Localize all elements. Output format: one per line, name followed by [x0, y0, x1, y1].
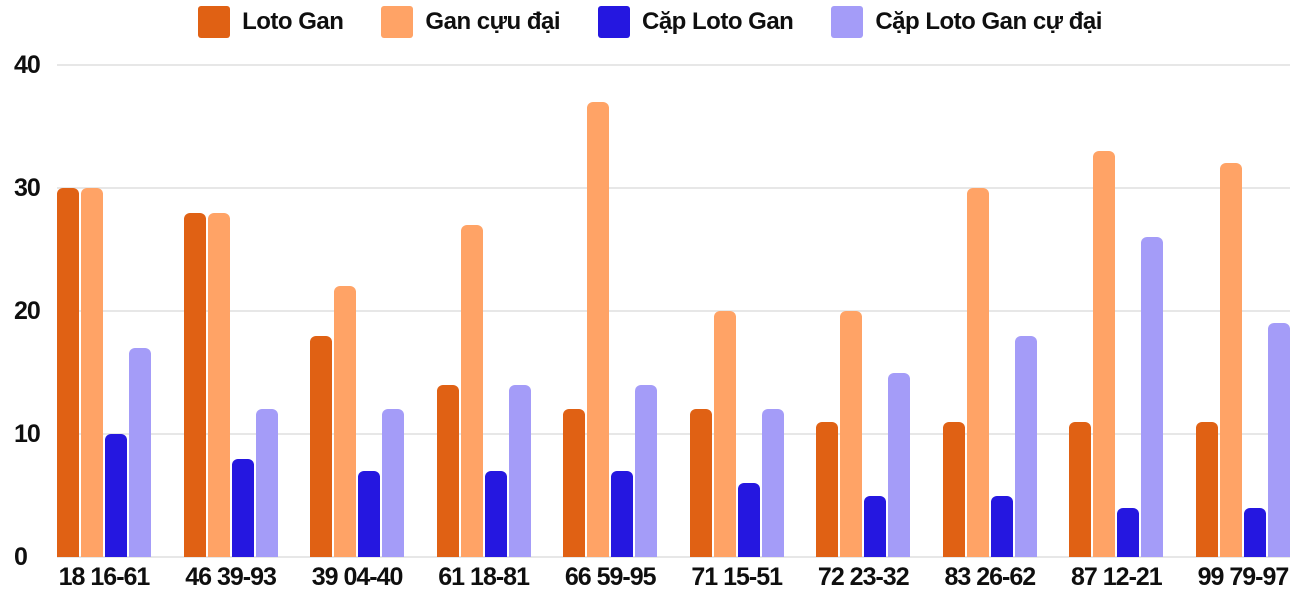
x-axis: 18 16-61 46 39-93 39 04-40 61 18-81 66 59-95…: [57, 561, 1290, 593]
bar-gan-cuu-ai: [713, 311, 736, 557]
bar-loto-gan: [816, 421, 839, 557]
bar-groups: [57, 65, 1290, 557]
bar-gan-cuu-ai: [840, 311, 863, 557]
bar-cap-loto-gan-cu-ai: [1014, 335, 1037, 557]
bar-cap-loto-gan: [484, 470, 507, 557]
legend-item-loto-gan[interactable]: Loto Gan: [198, 6, 344, 38]
bar-group: [310, 65, 405, 557]
bar-group: [183, 65, 278, 557]
bar-group: [436, 65, 531, 557]
bar-gan-cuu-ai: [966, 188, 989, 557]
x-axis-label: 87 12-21: [1071, 563, 1163, 591]
y-axis-label: 40: [14, 51, 41, 79]
legend-item-cap-loto-gan-cu-ai[interactable]: Cặp Loto Gan cự đại: [831, 6, 1102, 38]
x-axis-label: 46 39-93: [185, 563, 277, 591]
gridline: [57, 556, 1290, 558]
bar-gan-cuu-ai: [1219, 163, 1242, 557]
bar-cap-loto-gan-cu-ai: [635, 384, 658, 557]
gridline: [57, 433, 1290, 435]
bar-cap-loto-gan: [1243, 507, 1266, 557]
legend-swatch-icon: [831, 6, 864, 38]
bar-cap-loto-gan-cu-ai: [888, 372, 911, 557]
legend-item-gan-cuu-ai[interactable]: Gan cựu đại: [381, 6, 560, 38]
bar-loto-gan: [310, 335, 333, 557]
bar-gan-cuu-ai: [1093, 151, 1116, 557]
legend-label: Cặp Loto Gan: [642, 8, 794, 35]
y-axis-label: 30: [14, 174, 41, 202]
bar-cap-loto-gan: [737, 483, 760, 557]
legend: Loto Gan Gan cựu đại Cặp Loto Gan Cặp Loto …: [0, 6, 1300, 38]
bar-loto-gan: [1069, 421, 1092, 557]
gridline: [57, 310, 1290, 312]
bar-cap-loto-gan-cu-ai: [1141, 237, 1164, 557]
bar-loto-gan: [436, 384, 459, 557]
bar-group: [816, 65, 911, 557]
bar-cap-loto-gan-cu-ai: [508, 384, 531, 557]
bar-group: [1069, 65, 1164, 557]
legend-swatch-icon: [381, 6, 414, 38]
bar-loto-gan: [57, 188, 79, 557]
bar-gan-cuu-ai: [587, 101, 610, 557]
plot-area: [57, 64, 1290, 558]
bar-cap-loto-gan-cu-ai: [761, 409, 784, 557]
bar-group: [57, 65, 151, 557]
bar-cap-loto-gan: [611, 470, 634, 557]
x-axis-label: 72 23-32: [817, 563, 910, 591]
legend-item-cap-loto-gan[interactable]: Cặp Loto Gan: [598, 6, 794, 38]
bar-loto-gan: [1195, 421, 1218, 557]
bar-cap-loto-gan: [358, 470, 381, 557]
bar-gan-cuu-ai: [207, 212, 230, 557]
bar-group: [563, 65, 658, 557]
x-axis-label: 83 26-62: [944, 563, 1036, 591]
gridline: [57, 187, 1290, 189]
gridline: [57, 64, 1290, 66]
bar-cap-loto-gan: [1117, 507, 1140, 557]
bar-group: [689, 65, 784, 557]
bar-cap-loto-gan: [990, 495, 1013, 557]
x-axis-label: 99 79-97: [1197, 563, 1290, 591]
bar-group: [1195, 65, 1290, 557]
bar-cap-loto-gan: [231, 458, 254, 557]
bar-gan-cuu-ai: [460, 224, 483, 557]
legend-label: Gan cựu đại: [425, 8, 560, 35]
bar-gan-cuu-ai: [81, 188, 103, 557]
x-axis-label: 39 04-40: [311, 563, 404, 591]
bar-loto-gan: [689, 409, 712, 557]
bar-loto-gan: [942, 421, 965, 557]
bar-loto-gan: [183, 212, 206, 557]
y-axis-label: 10: [14, 420, 41, 448]
legend-label: Cặp Loto Gan cự đại: [875, 8, 1102, 35]
bar-loto-gan: [563, 409, 586, 557]
bar-cap-loto-gan-cu-ai: [1267, 323, 1290, 557]
bar-cap-loto-gan-cu-ai: [382, 409, 405, 557]
bar-cap-loto-gan-cu-ai: [255, 409, 278, 557]
bar-cap-loto-gan-cu-ai: [129, 347, 151, 557]
x-axis-label: 18 16-61: [58, 563, 151, 591]
bar-cap-loto-gan: [105, 434, 127, 557]
legend-swatch-icon: [198, 6, 231, 38]
y-axis-label: 20: [14, 297, 41, 325]
x-axis-label: 71 15-51: [691, 563, 783, 591]
y-axis-label: 0: [14, 543, 28, 571]
bar-gan-cuu-ai: [334, 286, 357, 557]
bar-cap-loto-gan: [864, 495, 887, 557]
legend-swatch-icon: [598, 6, 630, 38]
x-axis-label: 61 18-81: [438, 563, 530, 591]
bar-group: [942, 65, 1037, 557]
x-axis-label: 66 59-95: [564, 563, 657, 591]
legend-label: Loto Gan: [242, 8, 344, 35]
